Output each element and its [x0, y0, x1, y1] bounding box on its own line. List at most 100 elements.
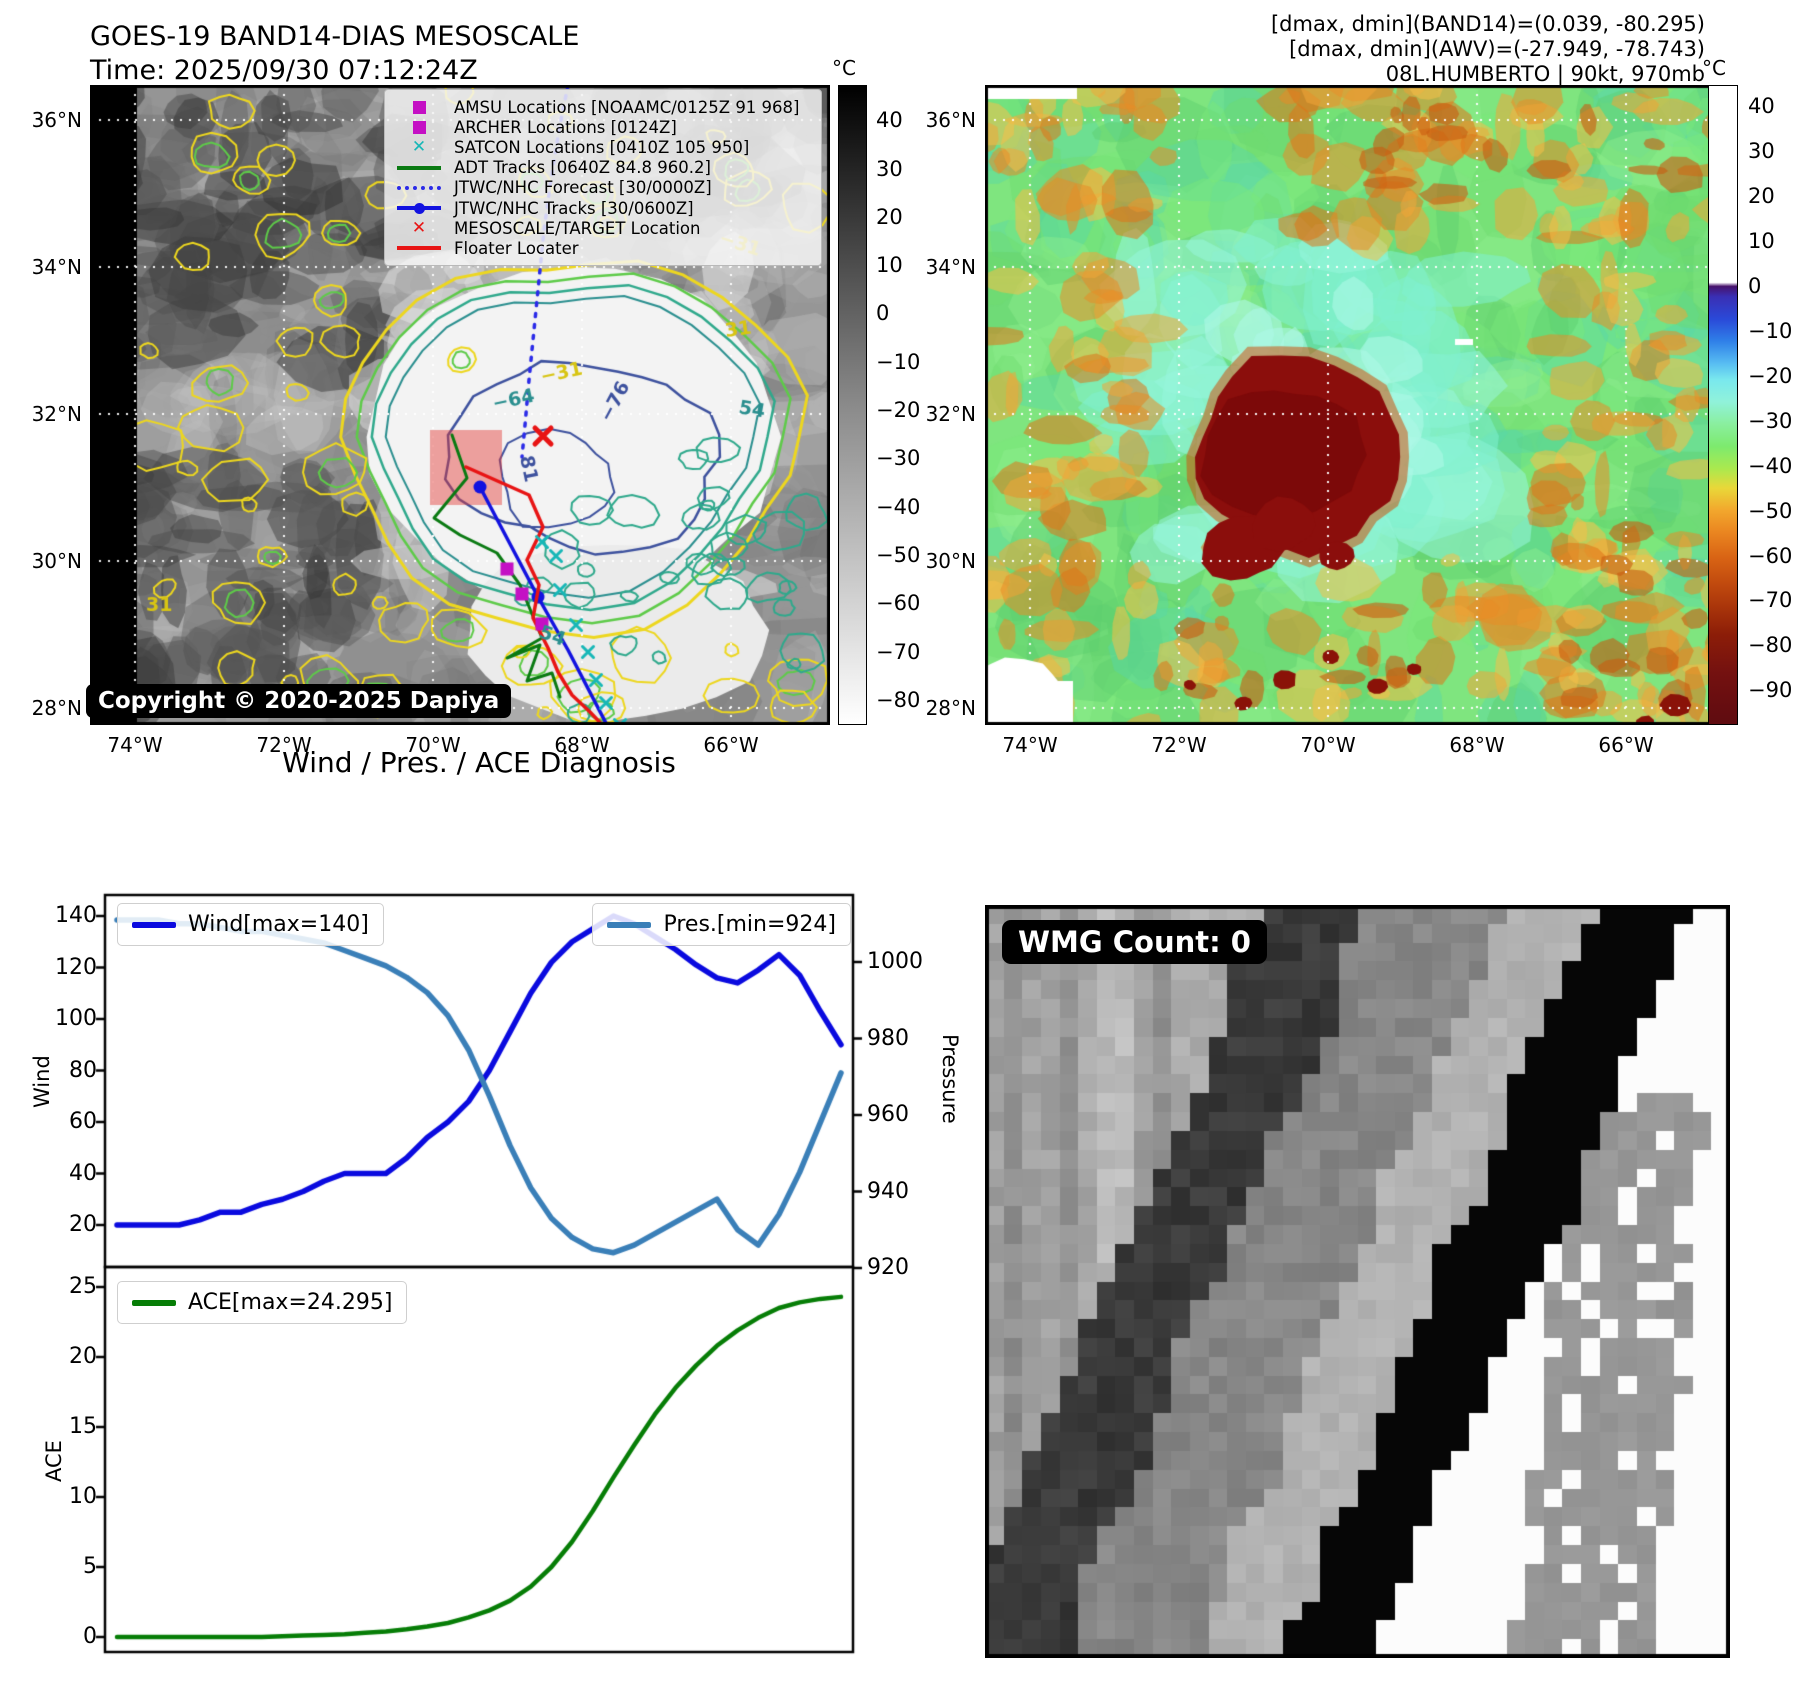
ace-axis-title: ACE [42, 1440, 66, 1482]
wind-legend-label: Wind[max=140] [188, 912, 369, 937]
lon-label-tl: 68°W [554, 733, 610, 757]
wind-tick: 140 [55, 903, 97, 928]
legend-item: Floater Locater [393, 238, 813, 258]
lat-label-tl: 34°N [31, 255, 82, 279]
wind-legend: Wind[max=140] [117, 903, 384, 946]
legend-item-label: MESOSCALE/TARGET Location [454, 218, 701, 238]
awv-map [985, 85, 1725, 725]
awv-colorbar-tick: −20 [1748, 363, 1793, 388]
lon-label-tr: 66°W [1598, 733, 1654, 757]
legend-item: ✕ MESOSCALE/TARGET Location [393, 218, 813, 238]
lat-label-tl: 36°N [31, 108, 82, 132]
lat-label-tl: 32°N [31, 402, 82, 426]
storm-id-intensity: 08L.HUMBERTO | 90kt, 970mb [1385, 62, 1705, 86]
dotted-marker-icon [393, 185, 445, 190]
ace-tick: 5 [83, 1554, 97, 1579]
lon-label-tr: 72°W [1151, 733, 1207, 757]
legend-item: AMSU Locations [NOAAMC/0125Z 91 968] [393, 97, 813, 117]
ir-colorbar-tick: 0 [876, 301, 890, 326]
legend-item: JTWC/NHC Forecast [30/0000Z] [393, 178, 813, 198]
copyright-badge: Copyright © 2020-2025 Dapiya [86, 684, 512, 718]
ir-colorbar-tick: 20 [876, 204, 903, 229]
ir-colorbar-tick: 30 [876, 156, 903, 181]
awv-colorbar-tick: −80 [1748, 633, 1793, 658]
panel-tl-title-block: GOES-19 BAND14-DIAS MESOSCALE Time: 2025… [90, 20, 579, 88]
lat-label-tr: 30°N [925, 549, 976, 573]
pressure-tick: 960 [867, 1102, 909, 1127]
wmg-count-badge: WMG Count: 0 [1002, 920, 1267, 964]
ir-colorbar-tick: −70 [876, 639, 921, 664]
wind-line-sample [132, 921, 176, 928]
legend-item: JTWC/NHC Tracks [30/0600Z] [393, 198, 813, 218]
legend-item-label: JTWC/NHC Tracks [30/0600Z] [454, 198, 694, 218]
legend-item: ADT Tracks [0640Z 84.8 960.2] [393, 158, 813, 178]
ir-colorbar-tick: 40 [876, 108, 903, 133]
legend-item-label: ARCHER Locations [0124Z] [454, 117, 677, 137]
legend-item-label: SATCON Locations [0410Z 105 950] [454, 137, 750, 157]
ir-colorbar-tick: 10 [876, 253, 903, 278]
awv-colorbar-tick: −40 [1748, 453, 1793, 478]
awv-colorbar-tick: −50 [1748, 498, 1793, 523]
lat-label-tl: 30°N [31, 549, 82, 573]
awv-colorbar-tick: 30 [1748, 139, 1775, 164]
line-marker-icon [393, 165, 445, 170]
lat-label-tr: 36°N [925, 108, 976, 132]
ir-colorbar-tick: −20 [876, 398, 921, 423]
wind-tick: 80 [69, 1057, 97, 1083]
ir-colorbar-tick: −10 [876, 349, 921, 374]
lat-label-tr: 28°N [925, 696, 976, 720]
wind-tick: 20 [69, 1212, 97, 1237]
satellite-title: GOES-19 BAND14-DIAS MESOSCALE [90, 21, 580, 52]
pres-legend: Pres.[min=924] [592, 903, 851, 946]
awv-colorbar-tick: −10 [1748, 319, 1793, 344]
pres-legend-label: Pres.[min=924] [663, 912, 836, 937]
lon-label-tl: 72°W [256, 733, 312, 757]
ace-legend-label: ACE[max=24.295] [188, 1290, 393, 1315]
ir-colorbar [838, 85, 867, 725]
legend-item: ARCHER Locations [0124Z] [393, 117, 813, 137]
awv-colorbar-tick: −30 [1748, 408, 1793, 433]
wind-tick: 100 [55, 1006, 97, 1031]
ir-colorbar-tick: −50 [876, 542, 921, 567]
legend-item-label: ADT Tracks [0640Z 84.8 960.2] [454, 158, 711, 178]
ir-colorbar-unit: °C [832, 56, 856, 80]
ace-tick: 10 [69, 1484, 97, 1509]
awv-colorbar [1708, 85, 1738, 725]
wind-pres-ace-chart [20, 870, 980, 1670]
lon-label-tl: 66°W [703, 733, 759, 757]
pressure-axis-title: Pressure [938, 1034, 962, 1124]
ace-tick: 15 [69, 1414, 97, 1439]
awv-colorbar-tick: 20 [1748, 184, 1775, 209]
square-marker-icon [393, 120, 445, 134]
lat-label-tr: 32°N [925, 402, 976, 426]
ir-colorbar-tick: −60 [876, 591, 921, 616]
ace-tick: 0 [83, 1624, 97, 1649]
ace-tick: 25 [69, 1274, 97, 1299]
legend-item-label: AMSU Locations [NOAAMC/0125Z 91 968] [454, 97, 800, 117]
dmax-dmin-awv: [dmax, dmin](AWV)=(-27.949, -78.743) [1289, 37, 1705, 61]
lon-label-tl: 70°W [405, 733, 461, 757]
lon-label-tr: 70°W [1300, 733, 1356, 757]
awv-colorbar-tick: 0 [1748, 274, 1762, 299]
ir-colorbar-tick: −80 [876, 687, 921, 712]
legend-item-label: JTWC/NHC Forecast [30/0000Z] [454, 178, 712, 198]
awv-colorbar-tick: −90 [1748, 678, 1793, 703]
ir-colorbar-tick: −40 [876, 494, 921, 519]
legend-item-label: Floater Locater [454, 238, 579, 258]
awv-colorbar-tick: −70 [1748, 588, 1793, 613]
chart-title: Wind / Pres. / ACE Diagnosis [282, 746, 676, 779]
lon-label-tl: 74°W [107, 733, 163, 757]
awv-colorbar-tick: 10 [1748, 229, 1775, 254]
wind-tick: 40 [69, 1160, 97, 1186]
line-marker-icon [393, 246, 445, 251]
ace-line-sample [132, 1299, 176, 1306]
awv-colorbar-unit: °C [1702, 56, 1726, 80]
awv-colorbar-tick: −60 [1748, 543, 1793, 568]
wmg-grid-image [985, 905, 1730, 1658]
square-marker-icon [393, 100, 445, 114]
pressure-tick: 1000 [867, 949, 923, 974]
dmax-dmin-band14: [dmax, dmin](BAND14)=(0.039, -80.295) [1270, 12, 1705, 36]
line-dot-marker-icon [393, 202, 445, 214]
wind-tick: 60 [69, 1109, 97, 1134]
lat-label-tr: 34°N [925, 255, 976, 279]
